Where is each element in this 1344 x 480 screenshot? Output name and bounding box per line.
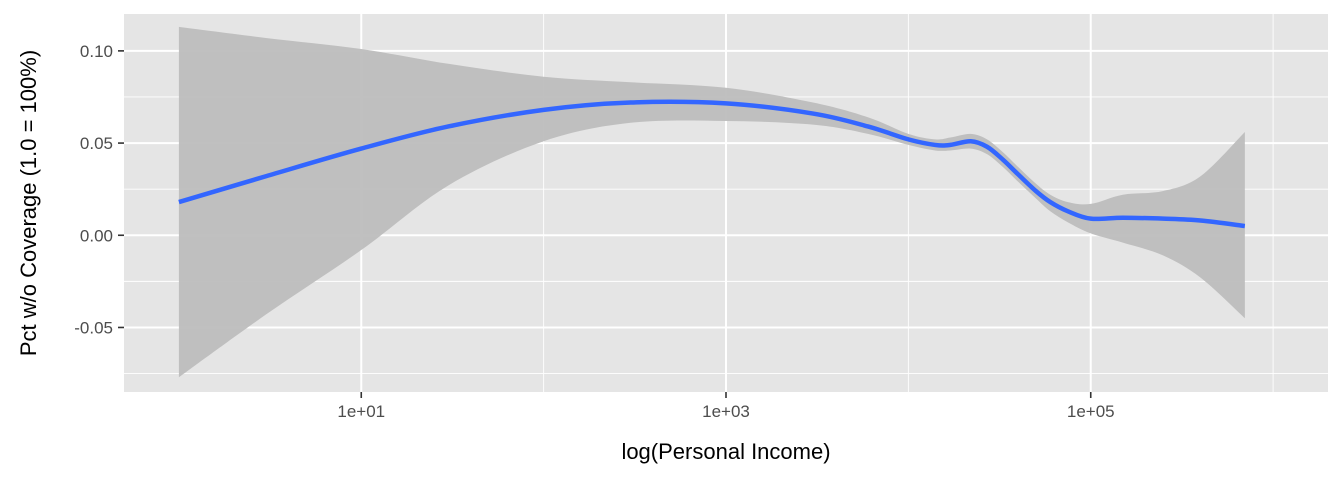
- confidence-band-layer: [178, 26, 1245, 378]
- y-axis-title: Pct w/o Coverage (1.0 = 100%): [16, 50, 41, 356]
- smooth-line: [178, 99, 1246, 229]
- y-tick-label: 0.00: [80, 226, 113, 245]
- x-axis: 1e+01 1e+03 1e+05: [337, 392, 1115, 421]
- confidence-band: [178, 26, 1245, 378]
- y-tick-label: 0.10: [80, 42, 113, 61]
- y-tick-label: 0.05: [80, 134, 113, 153]
- x-axis-title: log(Personal Income): [621, 439, 830, 464]
- x-tick-label: 1e+05: [1067, 402, 1115, 421]
- x-tick-label: 1e+03: [702, 402, 750, 421]
- y-tick-label: -0.05: [74, 318, 113, 337]
- y-axis: 0.10 0.05 0.00 -0.05: [74, 42, 124, 337]
- x-tick-label: 1e+01: [337, 402, 385, 421]
- smooth-line-layer: [178, 99, 1246, 229]
